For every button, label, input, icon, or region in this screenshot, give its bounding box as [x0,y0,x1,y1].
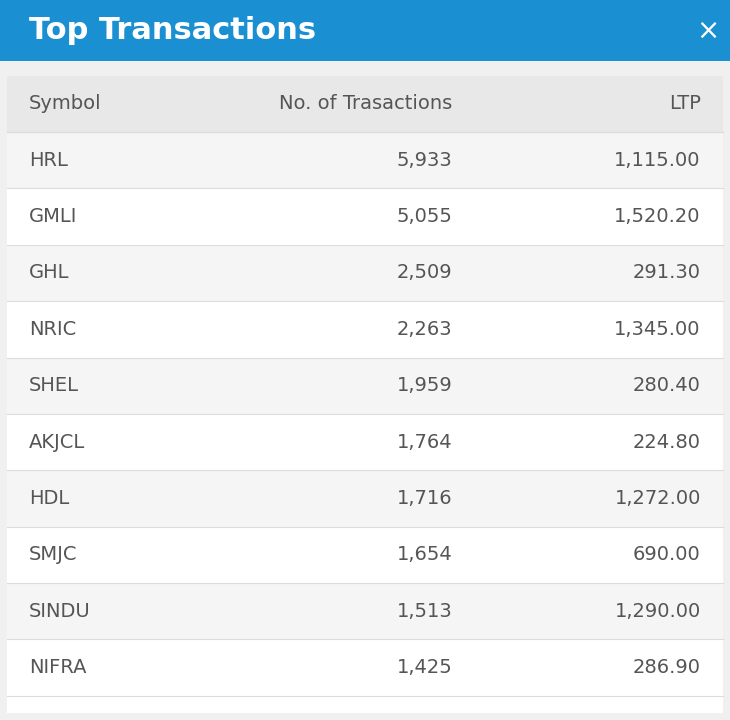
FancyBboxPatch shape [7,245,723,301]
FancyBboxPatch shape [7,76,723,713]
Text: 291.30: 291.30 [633,264,701,282]
Text: GMLI: GMLI [29,207,77,226]
Text: SINDU: SINDU [29,602,91,621]
Text: 1,520.20: 1,520.20 [615,207,701,226]
Text: HDL: HDL [29,489,69,508]
FancyBboxPatch shape [7,639,723,696]
Text: 1,272.00: 1,272.00 [615,489,701,508]
FancyBboxPatch shape [7,358,723,414]
Text: 1,513: 1,513 [397,602,453,621]
Text: ×: × [696,17,720,45]
Text: 690.00: 690.00 [633,546,701,564]
FancyBboxPatch shape [7,527,723,583]
Text: 1,290.00: 1,290.00 [615,602,701,621]
FancyBboxPatch shape [7,583,723,639]
FancyBboxPatch shape [7,189,723,245]
FancyBboxPatch shape [0,0,730,61]
Text: 1,345.00: 1,345.00 [615,320,701,339]
Text: 2,263: 2,263 [397,320,453,339]
FancyBboxPatch shape [7,132,723,189]
Text: No. of Trasactions: No. of Trasactions [280,94,453,113]
Text: 2,509: 2,509 [397,264,453,282]
Text: 1,654: 1,654 [397,546,453,564]
Text: GHL: GHL [29,264,69,282]
Text: 1,716: 1,716 [397,489,453,508]
Text: 5,933: 5,933 [397,150,453,170]
Text: HRL: HRL [29,150,68,170]
FancyBboxPatch shape [7,301,723,358]
Text: SHEL: SHEL [29,377,79,395]
Text: SMJC: SMJC [29,546,77,564]
Text: NRIC: NRIC [29,320,77,339]
Text: 1,115.00: 1,115.00 [615,150,701,170]
Text: 224.80: 224.80 [633,433,701,451]
Text: 5,055: 5,055 [396,207,453,226]
Text: AKJCL: AKJCL [29,433,85,451]
Text: NIFRA: NIFRA [29,658,87,678]
Text: 1,959: 1,959 [397,377,453,395]
Text: Top Transactions: Top Transactions [29,16,316,45]
Text: 280.40: 280.40 [633,377,701,395]
Text: 1,764: 1,764 [397,433,453,451]
Text: LTP: LTP [669,94,701,113]
Text: 1,425: 1,425 [397,658,453,678]
FancyBboxPatch shape [7,414,723,470]
Text: Symbol: Symbol [29,94,101,113]
FancyBboxPatch shape [7,470,723,527]
FancyBboxPatch shape [7,76,723,132]
Text: 286.90: 286.90 [633,658,701,678]
